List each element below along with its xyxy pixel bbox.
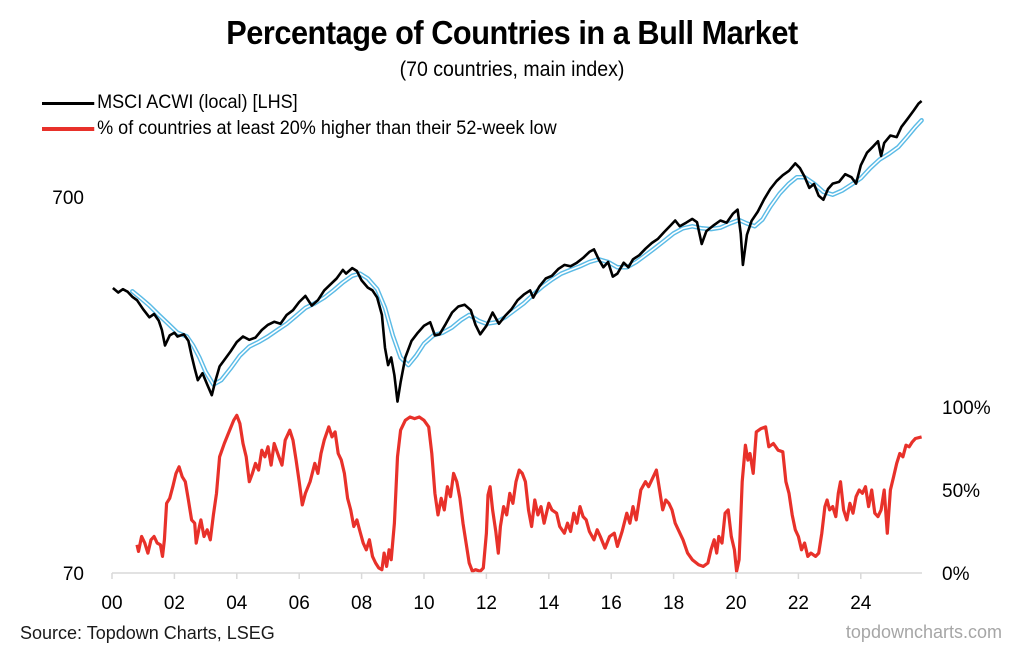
x-tick-label: 20 bbox=[725, 593, 746, 614]
right-axis-tick-label: 100% bbox=[942, 398, 991, 419]
x-tick-label: 12 bbox=[476, 593, 497, 614]
left-axis-tick-label: 700 bbox=[52, 188, 84, 209]
x-tick-label: 02 bbox=[164, 593, 185, 614]
legend-swatch-black bbox=[42, 101, 95, 105]
series-line-pct-countries bbox=[135, 413, 922, 573]
source-note: Source: Topdown Charts, LSEG bbox=[20, 623, 275, 643]
x-tick-label: 18 bbox=[663, 593, 684, 614]
left-axis-tick-label: 70 bbox=[63, 564, 84, 585]
series-line-msci-acwi bbox=[112, 100, 923, 403]
x-tick-label: 00 bbox=[101, 593, 122, 614]
series-line-moving-average-inner bbox=[131, 119, 923, 386]
x-tick-label: 16 bbox=[601, 593, 622, 614]
x-tick-label: 10 bbox=[413, 593, 434, 614]
series-line-moving-average-outer bbox=[130, 118, 924, 387]
legend-item-msci: MSCI ACWI (local) [LHS] bbox=[42, 91, 298, 115]
x-tick-label: 06 bbox=[289, 593, 310, 614]
chart-title: Percentage of Countries in a Bull Market bbox=[226, 14, 798, 51]
x-tick-label: 04 bbox=[226, 593, 248, 614]
x-tick-label: 22 bbox=[788, 593, 809, 614]
legend-label-pct-countries: % of countries at least 20% higher than … bbox=[97, 118, 557, 139]
x-tick-label: 08 bbox=[351, 593, 372, 614]
legend-swatch-red bbox=[42, 127, 95, 131]
right-axis-tick-label: 50% bbox=[942, 481, 980, 502]
legend-label-msci: MSCI ACWI (local) [LHS] bbox=[97, 92, 298, 113]
legend-item-pct-countries: % of countries at least 20% higher than … bbox=[42, 117, 557, 141]
chart-subtitle: (70 countries, main index) bbox=[399, 58, 625, 81]
x-tick-label: 14 bbox=[538, 593, 560, 614]
x-tick-label: 24 bbox=[850, 593, 872, 614]
right-axis-tick-label: 0% bbox=[942, 564, 970, 585]
watermark: topdowncharts.com bbox=[845, 622, 1002, 642]
